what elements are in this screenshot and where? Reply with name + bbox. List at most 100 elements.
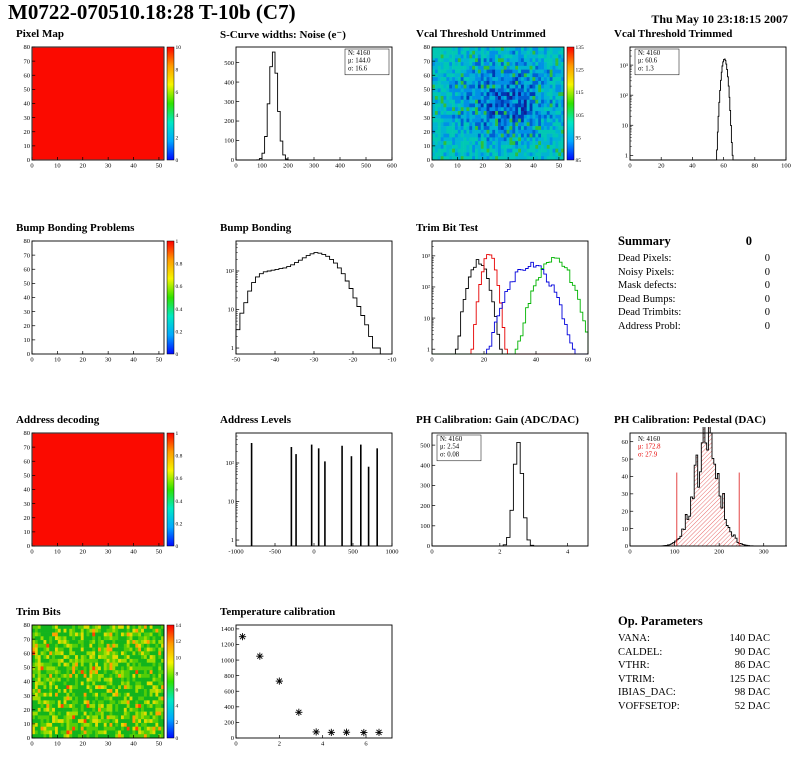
op-parameter-label: IBIAS_DAC:	[618, 687, 676, 698]
svg-text:10: 10	[24, 143, 31, 150]
svg-text:600: 600	[387, 163, 397, 170]
svg-text:100: 100	[224, 138, 234, 145]
svg-text:80: 80	[24, 622, 31, 629]
svg-text:20: 20	[24, 707, 31, 714]
svg-text:1: 1	[176, 431, 179, 437]
op-parameter-row: IBIAS_DAC: 98 DAC	[618, 686, 770, 700]
svg-text:10³: 10³	[422, 253, 431, 260]
svg-text:1: 1	[176, 239, 179, 245]
chart-title: Trim Bits	[16, 606, 61, 618]
svg-text:500: 500	[224, 60, 234, 67]
svg-text:10²: 10²	[422, 284, 431, 291]
op-parameter-value: 90 DAC	[734, 646, 770, 658]
svg-text:10: 10	[24, 529, 31, 536]
svg-text:400: 400	[335, 163, 345, 170]
svg-text:μ: 144.0: μ: 144.0	[348, 58, 371, 65]
svg-text:60: 60	[585, 357, 592, 364]
svg-text:1: 1	[231, 537, 234, 544]
chart-cell-vcal-untrimmed: Vcal Threshold Untrimmed 0 10 20 30 40 50 0 10 2…	[406, 28, 602, 188]
address-decoding-plot: 0 10 20 30 40 50 0 10 20 30 40 50 60 70 80 1 0.8 0.6 0.4 0.…	[6, 427, 198, 559]
svg-text:0: 0	[430, 163, 433, 170]
svg-text:100: 100	[257, 163, 267, 170]
svg-text:400: 400	[224, 704, 234, 711]
summary-row-label: Dead Pixels:	[618, 253, 672, 264]
bump-bonding-plot: -50 -40 -30 -20 -10 1 10 10²	[210, 235, 402, 367]
op-parameter-label: CALDEL:	[618, 646, 663, 658]
summary-row-label: Address Probl:	[618, 320, 681, 332]
svg-text:30: 30	[24, 309, 31, 316]
svg-text:50: 50	[156, 741, 163, 748]
svg-text:30: 30	[24, 693, 31, 700]
chart-cell-ph-pedestal: PH Calibration: Pedestal (DAC) 0 100 200 30…	[604, 414, 796, 574]
svg-text:0.6: 0.6	[176, 284, 183, 290]
chart-title: PH Calibration: Gain (ADC/DAC)	[416, 414, 579, 426]
svg-text:40: 40	[130, 163, 137, 170]
summary-row: Dead Bumps: 0	[618, 293, 770, 307]
svg-text:0: 0	[427, 543, 430, 550]
svg-text:20: 20	[80, 549, 87, 556]
svg-text:60: 60	[24, 650, 31, 657]
svg-text:60: 60	[24, 72, 31, 79]
summary-row-label: Dead Trimbits:	[618, 307, 682, 318]
trim-bit-test-plot: 0 20 40 60 1 10 10² 10³	[406, 235, 598, 367]
svg-text:6: 6	[176, 688, 179, 694]
svg-text:0: 0	[427, 157, 430, 164]
svg-text:10: 10	[622, 526, 629, 533]
svg-text:20: 20	[24, 323, 31, 330]
op-parameter-label: VTHR:	[618, 660, 650, 671]
svg-text:0: 0	[30, 549, 33, 556]
summary-row: Dead Trimbits: 0	[618, 306, 770, 320]
chart-title: PH Calibration: Pedestal (DAC)	[614, 414, 766, 426]
op-parameters-title: Op. Parameters	[618, 614, 703, 628]
svg-text:1000: 1000	[386, 549, 399, 556]
svg-text:-20: -20	[349, 357, 358, 364]
svg-text:30: 30	[105, 357, 112, 364]
svg-text:40: 40	[130, 741, 137, 748]
svg-text:30: 30	[24, 115, 31, 122]
svg-text:1: 1	[231, 345, 234, 352]
svg-text:10²: 10²	[620, 92, 629, 99]
svg-text:10: 10	[424, 315, 431, 322]
svg-text:50: 50	[24, 473, 31, 480]
svg-text:σ: 0.08: σ: 0.08	[440, 451, 460, 458]
vcal-untrimmed-plot: 0 10 20 30 40 50 0 10 20 30 40 50 60 70 80 135 125 115 105…	[406, 41, 598, 173]
svg-text:200: 200	[714, 549, 724, 556]
svg-text:20: 20	[658, 163, 665, 170]
svg-text:30: 30	[105, 163, 112, 170]
op-parameter-label: VTRIM:	[618, 673, 655, 685]
svg-text:-30: -30	[310, 357, 319, 364]
svg-text:μ: 172.8: μ: 172.8	[638, 444, 661, 451]
summary-row-value: 0	[764, 320, 770, 332]
summary-header: Summary 0	[618, 234, 752, 249]
svg-text:115: 115	[576, 90, 584, 96]
svg-text:4: 4	[176, 704, 179, 710]
svg-text:-1000: -1000	[228, 549, 243, 556]
svg-text:30: 30	[424, 115, 431, 122]
summary-row: Dead Pixels: 0	[618, 252, 770, 266]
svg-text:70: 70	[24, 444, 31, 451]
svg-text:12: 12	[176, 639, 182, 645]
temperature-calibration-plot: 0 2 4 6 0 200 400 600 800 1000 1200 1400	[210, 619, 402, 751]
svg-text:50: 50	[24, 87, 31, 94]
svg-text:8: 8	[176, 68, 179, 74]
svg-text:0: 0	[234, 741, 237, 748]
chart-cell-trim-bits: Trim Bits 0 10 20 30 40 50 0 10 20 30 40 50 60 70 80 14…	[6, 606, 202, 766]
summary-row-value: 0	[764, 280, 770, 291]
svg-text:0: 0	[176, 158, 179, 164]
chart-cell-scurve-noise: S-Curve widths: Noise (e⁻) 0 100 200 300 400…	[210, 28, 406, 188]
svg-text:1: 1	[427, 346, 430, 353]
svg-text:50: 50	[156, 549, 163, 556]
svg-text:30: 30	[24, 501, 31, 508]
svg-text:200: 200	[420, 503, 430, 510]
svg-text:95: 95	[576, 135, 582, 141]
svg-text:0: 0	[176, 544, 179, 550]
svg-text:70: 70	[24, 636, 31, 643]
svg-text:0: 0	[27, 543, 30, 550]
svg-text:0: 0	[234, 163, 237, 170]
svg-text:40: 40	[424, 101, 431, 108]
svg-text:6: 6	[364, 741, 368, 748]
chart-cell-pixel-map: Pixel Map 0 10 20 30 40 50 0 10 20 30 40 50 60 70 80 10…	[6, 28, 202, 188]
op-parameter-row: VOFFSETOP: 52 DAC	[618, 700, 770, 714]
svg-text:2: 2	[278, 741, 281, 748]
